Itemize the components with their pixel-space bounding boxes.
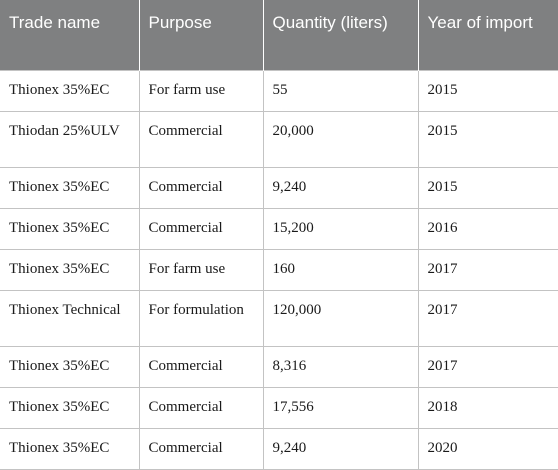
header-purpose: Purpose	[138, 0, 264, 70]
table-row: Thionex 35%EC Commercial 8,316 2017	[0, 345, 558, 388]
cell-year: 2017	[417, 248, 558, 291]
table-row: Thionex 35%EC Commercial 15,200 2016	[0, 207, 558, 250]
cell-year: 2015	[417, 166, 558, 209]
cell-trade-name: Thiodan 25%ULV	[0, 110, 140, 168]
cell-quantity: 55	[262, 69, 419, 112]
cell-year: 2015	[417, 110, 558, 168]
cell-purpose: Commercial	[138, 345, 264, 388]
cell-year: 2018	[417, 386, 558, 429]
table-row: Thionex 35%EC Commercial 9,240 2020	[0, 427, 558, 470]
cell-purpose: Commercial	[138, 110, 264, 168]
table-row: Thiodan 25%ULV Commercial 20,000 2015	[0, 110, 558, 168]
cell-trade-name: Thionex 35%EC	[0, 69, 140, 112]
cell-quantity: 9,240	[262, 427, 419, 470]
table-row: Thionex 35%EC For farm use 160 2017	[0, 248, 558, 291]
table-row: Thionex 35%EC Commercial 9,240 2015	[0, 166, 558, 209]
table-row: Thionex Technical For formulation 120,00…	[0, 289, 558, 347]
cell-trade-name: Thionex 35%EC	[0, 207, 140, 250]
cell-quantity: 20,000	[262, 110, 419, 168]
cell-purpose: Commercial	[138, 427, 264, 470]
table-row: Thionex 35%EC Commercial 17,556 2018	[0, 386, 558, 429]
cell-purpose: For farm use	[138, 248, 264, 291]
cell-purpose: For formulation	[138, 289, 264, 347]
cell-year: 2020	[417, 427, 558, 470]
cell-trade-name: Thionex 35%EC	[0, 386, 140, 429]
cell-quantity: 9,240	[262, 166, 419, 209]
cell-quantity: 120,000	[262, 289, 419, 347]
cell-year: 2016	[417, 207, 558, 250]
cell-year: 2015	[417, 69, 558, 112]
cell-trade-name: Thionex 35%EC	[0, 166, 140, 209]
table-row: Thionex 35%EC For farm use 55 2015	[0, 69, 558, 112]
cell-trade-name: Thionex 35%EC	[0, 427, 140, 470]
cell-quantity: 15,200	[262, 207, 419, 250]
cell-quantity: 8,316	[262, 345, 419, 388]
cell-purpose: Commercial	[138, 386, 264, 429]
cell-trade-name: Thionex Technical	[0, 289, 140, 347]
cell-quantity: 17,556	[262, 386, 419, 429]
cell-year: 2017	[417, 289, 558, 347]
header-year-of-import: Year of import	[417, 0, 558, 70]
cell-purpose: Commercial	[138, 207, 264, 250]
cell-purpose: For farm use	[138, 69, 264, 112]
cell-quantity: 160	[262, 248, 419, 291]
cell-trade-name: Thionex 35%EC	[0, 345, 140, 388]
header-trade-name: Trade name	[0, 0, 140, 70]
header-quantity: Quantity (liters)	[262, 0, 419, 70]
table-header-row: Trade name Purpose Quantity (liters) Yea…	[0, 0, 558, 70]
cell-trade-name: Thionex 35%EC	[0, 248, 140, 291]
cell-purpose: Commercial	[138, 166, 264, 209]
cell-year: 2017	[417, 345, 558, 388]
